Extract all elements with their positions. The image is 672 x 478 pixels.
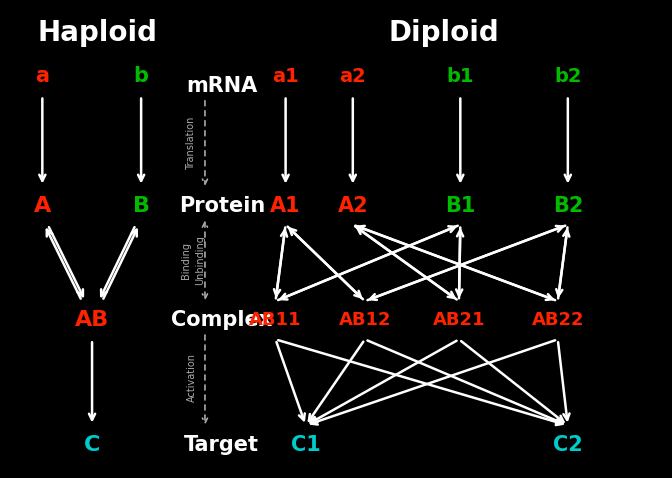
Text: B1: B1 bbox=[445, 196, 476, 216]
Text: Activation: Activation bbox=[187, 353, 196, 402]
Text: b1: b1 bbox=[447, 67, 474, 86]
Text: A1: A1 bbox=[270, 196, 301, 216]
Text: C: C bbox=[84, 435, 100, 455]
Text: B2: B2 bbox=[552, 196, 583, 216]
Text: B: B bbox=[132, 196, 150, 216]
Text: a1: a1 bbox=[272, 67, 299, 86]
Text: a2: a2 bbox=[339, 67, 366, 86]
Text: AB11: AB11 bbox=[249, 311, 302, 329]
Text: Translation: Translation bbox=[187, 117, 196, 170]
Text: Complex: Complex bbox=[171, 310, 272, 330]
Text: AB21: AB21 bbox=[433, 311, 485, 329]
Text: Diploid: Diploid bbox=[388, 19, 499, 47]
Text: Haploid: Haploid bbox=[38, 19, 157, 47]
Text: AB: AB bbox=[75, 310, 109, 330]
Text: Binding: Binding bbox=[181, 242, 191, 279]
Text: C1: C1 bbox=[291, 435, 321, 455]
Text: b2: b2 bbox=[554, 67, 581, 86]
Text: a: a bbox=[36, 66, 49, 87]
Text: AB12: AB12 bbox=[339, 311, 391, 329]
Text: mRNA: mRNA bbox=[186, 76, 257, 96]
Text: Protein: Protein bbox=[179, 196, 265, 216]
Text: Unbinding: Unbinding bbox=[196, 236, 205, 285]
Text: AB22: AB22 bbox=[532, 311, 584, 329]
Text: C2: C2 bbox=[553, 435, 583, 455]
Text: A: A bbox=[34, 196, 51, 216]
Text: Target: Target bbox=[184, 435, 259, 455]
Text: A2: A2 bbox=[337, 196, 368, 216]
Text: b: b bbox=[134, 66, 149, 87]
